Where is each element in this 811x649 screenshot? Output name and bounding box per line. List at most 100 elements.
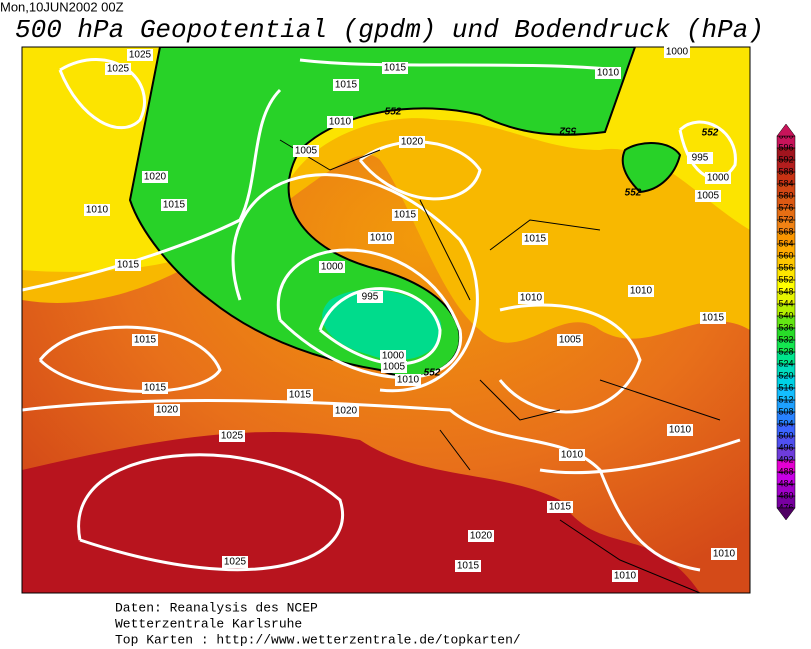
isobar-label-bg: [380, 350, 406, 362]
isobar-label: 1015: [163, 200, 186, 211]
isobar-label: 1000: [707, 173, 730, 184]
isobar-label-bg: [382, 62, 408, 74]
isobar-label: 1025: [129, 50, 152, 61]
colorbar-tick-label: 536: [778, 322, 793, 332]
isobar-label: 1020: [401, 137, 424, 148]
isobar-label-bg: [547, 501, 573, 513]
isobar-label-bg: [711, 548, 737, 560]
colorbar-tick-label: 476: [778, 502, 793, 512]
isobar-label-bg: [381, 361, 407, 373]
isobar-label-bg: [333, 405, 359, 417]
isobar-label-bg: [222, 556, 248, 568]
colorbar-tick-label: 480: [778, 490, 793, 500]
isobar-label-bg: [395, 374, 421, 386]
map-title: 500 hPa Geopotential (gpdm) und Bodendru…: [15, 15, 764, 45]
isobar-label-bg: [84, 204, 110, 216]
isobar-label: 1015: [394, 210, 417, 221]
map-date: Mon,10JUN2002 00Z: [0, 0, 124, 14]
colorbar-tick-label: 576: [778, 202, 793, 212]
colorbar-tick-label: 588: [778, 166, 793, 176]
colorbar-tick-label: 596: [778, 142, 793, 152]
colorbar-tick-label: 484: [778, 478, 793, 488]
footer-line: Daten: Reanalysis des NCEP: [115, 600, 318, 615]
isobar-label: 1010: [713, 549, 736, 560]
colorbar-bottom-arrow: [776, 507, 796, 521]
isobar-label: 1010: [397, 375, 420, 386]
isobar-label: 1020: [335, 406, 358, 417]
isobar-label-bg: [287, 389, 313, 401]
colorbar-tick-label: 556: [778, 262, 793, 272]
colorbar-tick-label: 532: [778, 334, 793, 344]
isobar-label: 1015: [117, 260, 140, 271]
colorbar-tick-label: 492: [778, 454, 793, 464]
colorbar-tick-label: 524: [778, 358, 793, 368]
isobar-label: 1010: [597, 68, 620, 79]
isobar-label: 1010: [370, 233, 393, 244]
isobar-label-bg: [687, 152, 713, 164]
field-low-center: [322, 289, 442, 361]
isobar-label-bg: [664, 46, 690, 58]
isobar-label-bg: [468, 530, 494, 542]
colorbar-tick-label: 496: [778, 442, 793, 452]
isobars: [22, 58, 741, 572]
isobar-label: 1010: [630, 286, 653, 297]
colorbar-tick-label: 520: [778, 370, 793, 380]
isobar-label: 1005: [559, 335, 582, 346]
isobar-label-bg: [115, 259, 141, 271]
isobar-label-bg: [154, 404, 180, 416]
contour-label: 552: [385, 107, 402, 118]
isobar-label-bg: [161, 199, 187, 211]
isobar-label: 1000: [321, 262, 344, 273]
colorbar-tick-label: 512: [778, 394, 793, 404]
footer-line: Top Karten : http://www.wetterzentrale.d…: [115, 632, 521, 647]
isobar-label-bg: [327, 116, 353, 128]
isobar-label: 1000: [666, 47, 689, 58]
isobar-label-bg: [595, 67, 621, 79]
colorbar-tick-label: 544: [778, 298, 793, 308]
isobar-label-bg: [518, 292, 544, 304]
isobar-label: 1010: [329, 117, 352, 128]
isobar-label: 1015: [457, 561, 480, 572]
isobar-label-bg: [559, 449, 585, 461]
isobar-label-bg: [628, 285, 654, 297]
colorbar-tick-label: 516: [778, 382, 793, 392]
isobar-label: 1015: [524, 234, 547, 245]
isobar-label-bg: [695, 190, 721, 202]
isobar-label: 1015: [134, 335, 157, 346]
contour-label: 552: [625, 188, 642, 199]
isobar-label-bg: [455, 560, 481, 572]
contour-label: 552: [559, 124, 576, 135]
colorbar: 476 480 484 488 492 496 500 504 508 512 516 520 524 5…: [776, 123, 796, 521]
isobar-label: 1015: [335, 80, 358, 91]
colorbar-tick-label: 584: [778, 178, 793, 188]
isobar-label-bg: [612, 570, 638, 582]
isobar-label-bg: [142, 171, 168, 183]
isobar-label-bg: [399, 136, 425, 148]
colorbar-tick-label: 564: [778, 238, 793, 248]
colorbar-tick-label: 488: [778, 466, 793, 476]
isobar-label: 1010: [520, 293, 543, 304]
coastlines: [279, 139, 721, 593]
footer: Daten: Reanalysis des NCEPWetterzentrale…: [115, 600, 521, 647]
colorbar-tick-label: 572: [778, 214, 793, 224]
isobar-label-bg: [700, 312, 726, 324]
isobar-label: 1005: [697, 191, 720, 202]
isobar-label-bg: [705, 172, 731, 184]
isobar-label: 1010: [614, 571, 637, 582]
isobar-label: 1025: [107, 64, 130, 75]
isobar-label: 1010: [561, 450, 584, 461]
colorbar-tick-label: 528: [778, 346, 793, 356]
isobar-label-bg: [142, 382, 168, 394]
isobar-label-bg: [357, 291, 383, 303]
colorbar-tick-label: 508: [778, 406, 793, 416]
colorbar-tick-label: 548: [778, 286, 793, 296]
isobar-label-bg: [392, 209, 418, 221]
colorbar-tick-label: 568: [778, 226, 793, 236]
isobar-label: 1015: [289, 390, 312, 401]
isobar-label: 1005: [295, 146, 318, 157]
map-field: [22, 47, 750, 593]
isobar-label-bg: [522, 233, 548, 245]
isobar-label: 1020: [470, 531, 493, 542]
